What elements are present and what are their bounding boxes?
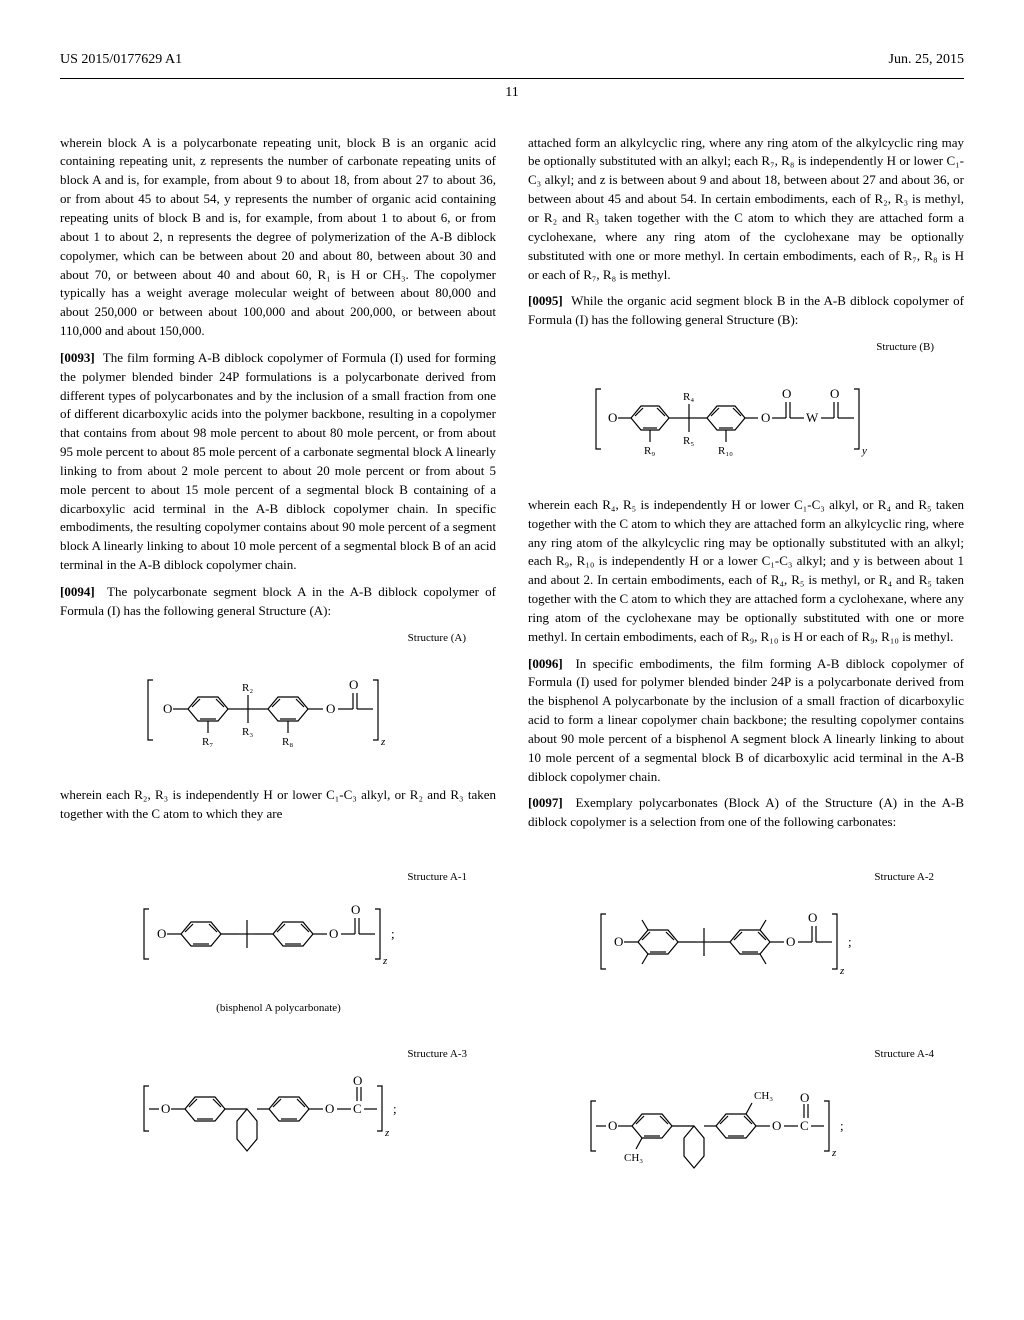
svg-text:;: ; xyxy=(393,1101,397,1116)
svg-text:O: O xyxy=(772,1118,781,1133)
svg-text:O: O xyxy=(353,1073,362,1088)
two-column-layout: wherein block A is a polycarbonate repea… xyxy=(60,134,964,841)
left-column: wherein block A is a polycarbonate repea… xyxy=(60,134,496,841)
structure-a-diagram: O R₇ R₂ R₃ xyxy=(60,655,496,771)
svg-text:z: z xyxy=(380,736,386,748)
patent-number: US 2015/0177629 A1 xyxy=(60,50,182,70)
svg-text:O: O xyxy=(325,1101,334,1116)
svg-text:z: z xyxy=(384,1127,390,1139)
para-0093: [0093] The film forming A-B diblock copo… xyxy=(60,349,496,575)
para-0096: [0096] In specific embodiments, the film… xyxy=(528,655,964,787)
svg-text:R₅: R₅ xyxy=(683,435,694,447)
structure-a2-label: Structure A-2 xyxy=(527,870,964,886)
structure-b-label: Structure (B) xyxy=(528,340,964,356)
structure-a2-diagram: O xyxy=(527,894,964,995)
para-after-structure-b: wherein each R₄, R₅ is independently H o… xyxy=(528,496,964,647)
svg-text:y: y xyxy=(861,445,867,457)
svg-text:O: O xyxy=(800,1090,809,1105)
svg-text:O: O xyxy=(349,677,358,692)
svg-text:O: O xyxy=(782,386,791,401)
structure-a3-cell: Structure A-3 O xyxy=(60,1037,497,1223)
structure-a3-label: Structure A-3 xyxy=(60,1047,497,1063)
svg-text:O: O xyxy=(608,410,617,425)
svg-text:z: z xyxy=(839,965,845,977)
svg-text:O: O xyxy=(329,926,338,941)
header-rule xyxy=(60,78,964,79)
svg-text:O: O xyxy=(326,701,335,716)
svg-text:;: ; xyxy=(391,926,395,941)
svg-text:;: ; xyxy=(848,934,852,949)
para-0096-text: In specific embodiments, the film formin… xyxy=(528,656,964,784)
structure-row-1: Structure A-1 O xyxy=(60,860,964,1017)
svg-text:R₈: R₈ xyxy=(282,736,293,748)
svg-text:O: O xyxy=(161,1101,170,1116)
svg-text:R₇: R₇ xyxy=(202,736,213,748)
svg-text:R₁₀: R₁₀ xyxy=(718,445,733,457)
para-num-0097: [0097] xyxy=(528,795,563,810)
structure-a1-caption: (bisphenol A polycarbonate) xyxy=(60,1001,497,1017)
structure-b-diagram: O R₉ R₄ R₅ xyxy=(528,364,964,480)
para-0094-text: The polycarbonate segment block A in the… xyxy=(60,584,496,618)
svg-text:O: O xyxy=(608,1118,617,1133)
para-0097-text: Exemplary polycarbonates (Block A) of th… xyxy=(528,795,964,829)
svg-text:O: O xyxy=(808,910,817,925)
publication-date: Jun. 25, 2015 xyxy=(889,50,964,70)
para-continuation-left: wherein block A is a polycarbonate repea… xyxy=(60,134,496,341)
svg-text:O: O xyxy=(157,926,166,941)
svg-text:R₄: R₄ xyxy=(683,391,694,403)
para-after-structure-a: wherein each R₂, R₃ is independently H o… xyxy=(60,786,496,824)
para-num-0096: [0096] xyxy=(528,656,563,671)
svg-text:O: O xyxy=(786,934,795,949)
structure-a3-diagram: O O xyxy=(60,1071,497,1187)
svg-text:C: C xyxy=(353,1101,362,1116)
svg-text:R₉: R₉ xyxy=(644,445,655,457)
para-0093-text: The film forming A-B diblock copolymer o… xyxy=(60,350,496,572)
structure-a1-diagram: O O xyxy=(60,894,497,985)
svg-text:R₂: R₂ xyxy=(242,682,253,694)
svg-text:z: z xyxy=(831,1147,837,1159)
svg-text:CH₃: CH₃ xyxy=(754,1090,773,1102)
para-num-0095: [0095] xyxy=(528,293,563,308)
para-0095: [0095] While the organic acid segment bl… xyxy=(528,292,964,330)
page-number: 11 xyxy=(60,83,964,103)
bottom-structures-section: Structure A-1 O xyxy=(60,860,964,1223)
para-0097: [0097] Exemplary polycarbonates (Block A… xyxy=(528,794,964,832)
structure-a1-cell: Structure A-1 O xyxy=(60,860,497,1017)
svg-text:;: ; xyxy=(840,1118,844,1133)
structure-a4-diagram: O CH₃ xyxy=(527,1071,964,1207)
para-num-0093: [0093] xyxy=(60,350,95,365)
svg-text:W: W xyxy=(806,410,819,425)
para-0094: [0094] The polycarbonate segment block A… xyxy=(60,583,496,621)
para-num-0094: [0094] xyxy=(60,584,95,599)
structure-a-label: Structure (A) xyxy=(60,631,496,647)
right-column: attached form an alkylcyclic ring, where… xyxy=(528,134,964,841)
svg-text:O: O xyxy=(351,902,360,917)
page-header: US 2015/0177629 A1 Jun. 25, 2015 xyxy=(60,50,964,70)
structure-a4-cell: Structure A-4 O CH₃ xyxy=(527,1037,964,1223)
structure-a1-label: Structure A-1 xyxy=(60,870,497,886)
svg-text:O: O xyxy=(830,386,839,401)
svg-text:CH₃: CH₃ xyxy=(624,1152,643,1164)
para-continuation-right: attached form an alkylcyclic ring, where… xyxy=(528,134,964,285)
structure-a4-label: Structure A-4 xyxy=(527,1047,964,1063)
structure-row-2: Structure A-3 O xyxy=(60,1037,964,1223)
structure-a2-cell: Structure A-2 O xyxy=(527,860,964,1017)
svg-text:z: z xyxy=(382,955,388,967)
svg-text:O: O xyxy=(163,701,172,716)
para-0095-text: While the organic acid segment block B i… xyxy=(528,293,964,327)
svg-text:O: O xyxy=(761,410,770,425)
svg-text:R₃: R₃ xyxy=(242,726,253,738)
svg-text:O: O xyxy=(614,934,623,949)
svg-text:C: C xyxy=(800,1118,809,1133)
